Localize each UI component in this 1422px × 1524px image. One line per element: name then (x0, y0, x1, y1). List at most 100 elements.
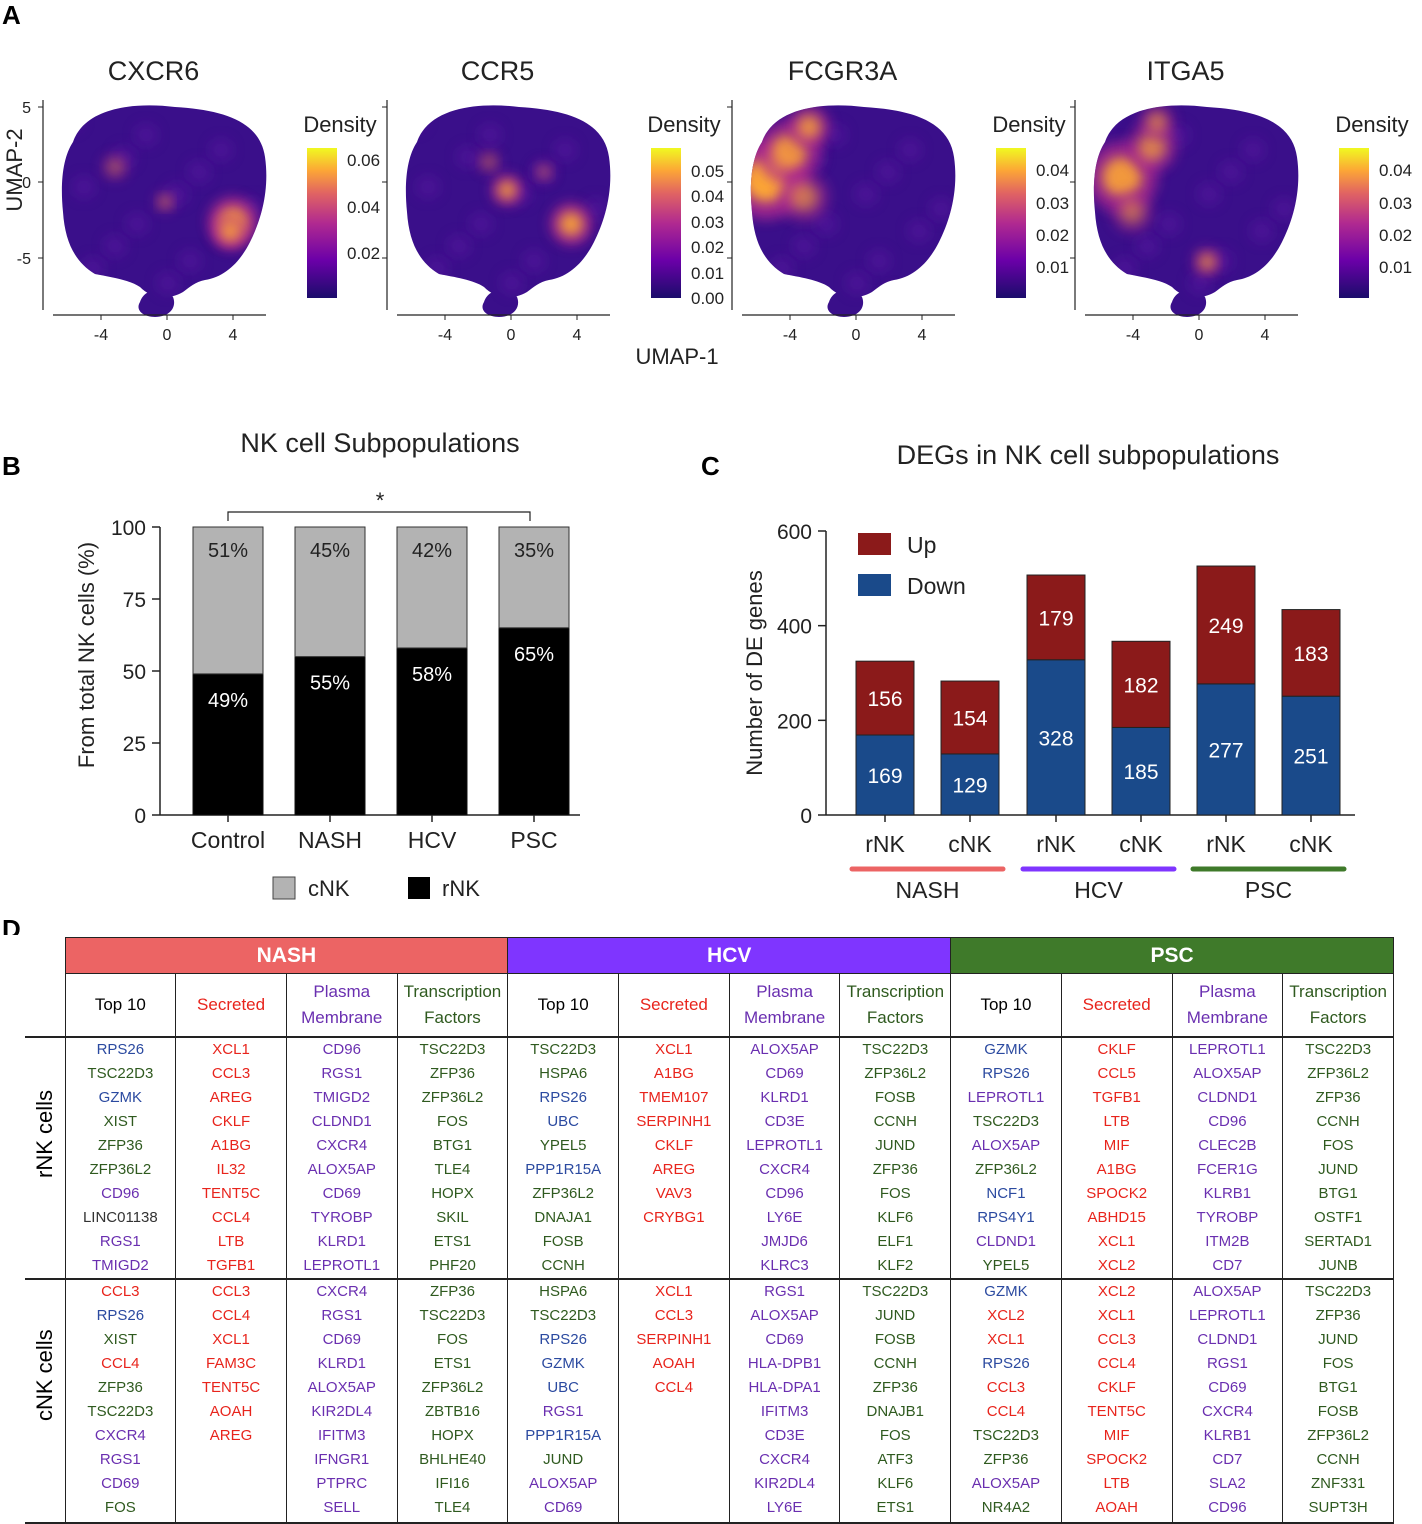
gene-name: RGS1 (321, 1307, 363, 1324)
gene-name: FOS (437, 1113, 468, 1130)
legend-tick: 0.01 (691, 264, 724, 283)
gene-name: TMIGD2 (92, 1257, 149, 1274)
gene-name: CCL4 (211, 1307, 251, 1324)
gene-name: RGS1 (764, 1283, 805, 1300)
legend-title: Density (1335, 112, 1408, 137)
gene-name: JUND (543, 1451, 584, 1468)
legend-rnk: rNK (442, 876, 480, 901)
gene-name: TGFB1 (1092, 1089, 1141, 1106)
gene-name: CCL4 (211, 1209, 251, 1226)
y-axis-label: From total NK cells (%) (74, 542, 99, 768)
data-label-cnk: 35% (514, 540, 554, 562)
gene-cell: HSPA6 TSC22D3 RPS26 GZMK UBC RGS1 PPP1R15A JUND… (507, 1279, 620, 1524)
gene-name: CD96 (1208, 1113, 1247, 1130)
gene-name: CCL4 (654, 1379, 694, 1396)
gene-name: ELF1 (877, 1233, 914, 1250)
bar-up (1111, 640, 1171, 728)
gene-name: GZMK (984, 1041, 1028, 1058)
gene-name: PTPRC (316, 1475, 368, 1492)
gene-name: ALOX5AP (971, 1137, 1041, 1154)
y-tick-label: 0 (22, 175, 31, 192)
panel-label-d: D (2, 914, 21, 935)
subheader-secreted: Secreted (1060, 973, 1173, 1038)
gene-name: HLA-DPB1 (747, 1355, 822, 1372)
density-hotspots (61, 108, 264, 295)
umap-plot-cxcr6: CXCR6 -4 0 4 5 0 -5 Density 0.06 0.04 0.02 (17, 56, 380, 344)
data-label-up: 249 (1208, 615, 1243, 638)
gene-cell: TSC22D3 JUND FOSB CCNH ZFP36 DNAJB1 FOS ATF3 KLF… (839, 1279, 952, 1524)
gene-name: TSC22D3 (530, 1307, 597, 1324)
table-corner (25, 938, 65, 974)
gene-cell: TSC22D3 ZFP36L2 ZFP36 CCNH FOS JUND BTG1 OSTF1 S… (1282, 1037, 1394, 1280)
x-tick-label: cNK (948, 831, 992, 857)
gene-name: TMEM107 (639, 1089, 709, 1106)
gene-name: KIR2DL4 (754, 1475, 815, 1492)
gene-name: YPEL5 (982, 1257, 1030, 1274)
x-tick-label: -4 (94, 327, 108, 344)
gene-name: ZFP36 (872, 1379, 918, 1396)
data-label-cnk: 51% (208, 540, 248, 562)
gene-cell: XCL1 CCL3 SERPINH1 AOAH CCL4 (618, 1279, 730, 1524)
bar-rnk-control (192, 673, 264, 816)
gene-name: CCNH (541, 1257, 585, 1274)
x-tick-label: Control (191, 827, 265, 853)
gene-name: TYROBP (310, 1209, 373, 1226)
gene-name: RPS26 (96, 1041, 145, 1058)
gene-name: RGS1 (542, 1403, 584, 1420)
gene-cell: TSC22D3 ZFP36 ZFP36L2 FOS BTG1 TLE4 HOPX SKIL ET… (396, 1037, 509, 1280)
gene-name: UBC (547, 1113, 579, 1130)
gene-name: HOPX (431, 1185, 474, 1202)
gene-name: XCL2 (1097, 1257, 1136, 1274)
gene-name: TLE4 (434, 1161, 471, 1178)
data-label-up: 156 (867, 688, 902, 711)
gene-name: CCL3 (1097, 1331, 1136, 1348)
gene-name: TSC22D3 (419, 1041, 486, 1058)
gene-name: CD69 (765, 1065, 804, 1082)
y-tick-label: 400 (777, 616, 812, 639)
data-label-cnk: 42% (412, 540, 452, 562)
legend-up: Up (907, 532, 936, 558)
gene-name: TLE4 (434, 1499, 471, 1516)
gene-name: RGS1 (99, 1451, 141, 1468)
y-tick-label: 200 (777, 710, 812, 733)
gene-name: ALOX5AP (1193, 1065, 1262, 1082)
gene-name: RGS1 (99, 1233, 141, 1250)
data-label-rnk: 55% (310, 673, 350, 695)
gene-name: CD69 (322, 1185, 361, 1202)
legend-tick: 0.03 (1379, 194, 1412, 213)
density-color-legend: Density 0.05 0.04 0.03 0.02 0.01 0.00 (647, 112, 724, 308)
x-tick-label: NASH (298, 827, 362, 853)
y-tick-label: 5 (22, 100, 31, 117)
x-tick-label: 4 (573, 327, 582, 344)
gene-name: CCL3 (101, 1283, 140, 1300)
legend-tick: 0.01 (1036, 258, 1069, 277)
data-label-up: 183 (1293, 643, 1328, 666)
gene-name: FOSB (1317, 1403, 1359, 1420)
gene-name: ETS1 (433, 1355, 472, 1372)
x-tick-label: rNK (1036, 831, 1076, 857)
gene-cell: XCL1 CCL3 AREG CKLF A1BG IL32 TENT5C CCL4 LTB TGF… (175, 1037, 287, 1280)
gene-name: ZFP36 (429, 1065, 475, 1082)
gene-name: GZMK (541, 1355, 585, 1372)
bar-down (1026, 659, 1086, 816)
legend-title: Density (303, 112, 376, 137)
gene-name: RPS26 (539, 1089, 587, 1106)
gene-name: TSC22D3 (87, 1065, 154, 1082)
gene-name: AREG (209, 1089, 253, 1106)
gene-name: FCER1G (1196, 1161, 1258, 1178)
gene-name: AOAH (652, 1355, 696, 1372)
panel-label-a: A (2, 0, 21, 30)
gene-name: PPP1R15A (525, 1161, 602, 1178)
umap-plot-fcgr3a: FCGR3A -4 0 4 Density 0.04 0.03 0.02 0.01 (727, 56, 1069, 344)
legend-cnk: cNK (308, 876, 350, 901)
gene-name: UBC (547, 1379, 579, 1396)
gene-name: XIST (103, 1331, 138, 1348)
legend-tick: 0.04 (347, 198, 380, 217)
umap-plot-ccr5: CCR5 -4 0 4 Density 0.05 0.04 0.03 0.02 0.01 0.00 (382, 56, 724, 344)
gene-name: HOPX (431, 1427, 474, 1444)
gene-name: ZFP36L2 (421, 1379, 484, 1396)
gene-cell: CXCR4 RGS1 CD69 KLRD1 ALOX5AP KIR2DL4 IFITM3 IF… (285, 1279, 398, 1524)
gene-name: LTB (1103, 1113, 1130, 1130)
group-label-psc: PSC (1245, 877, 1292, 903)
gene-name: CCNH (1316, 1113, 1360, 1130)
